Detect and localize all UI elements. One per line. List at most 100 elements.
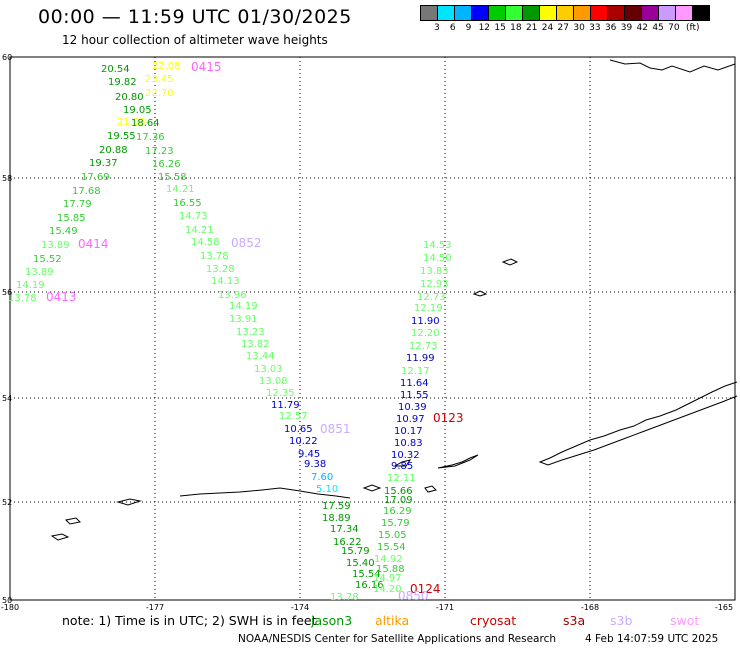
lon-label: -174	[291, 603, 309, 612]
swh-value: 15.88	[376, 564, 405, 575]
swh-value: 12.73	[409, 341, 438, 352]
swh-value: 14.92	[374, 554, 403, 565]
lat-label: 52	[2, 498, 12, 507]
swh-value: 13.08	[259, 376, 288, 387]
island-west-3	[116, 498, 142, 506]
mission-jason3: jason3	[311, 613, 353, 628]
swh-value: 17.59	[322, 501, 351, 512]
swh-value: 22.08	[152, 61, 181, 72]
swh-value: 14.50	[423, 253, 452, 264]
lon-label: -168	[581, 603, 599, 612]
page-title: 00:00 — 11:59 UTC 01/30/2025	[38, 6, 352, 28]
swh-value: 10.83	[394, 438, 423, 449]
scale-label: 9	[465, 23, 472, 33]
scale-label: 30	[573, 23, 585, 33]
swh-value: 20.54	[101, 64, 130, 75]
swh-value: 14.19	[16, 280, 45, 291]
swh-value: 15.52	[33, 254, 62, 265]
scale-label: 45	[652, 23, 664, 33]
swh-value: 12.20	[411, 328, 440, 339]
mission-swot: swot	[670, 613, 700, 628]
swh-value: 10.32	[391, 450, 420, 461]
swh-value: 10.17	[394, 426, 423, 437]
island-west-2	[64, 517, 82, 525]
swh-value: 16.55	[173, 198, 202, 209]
swh-value: 11.90	[411, 316, 440, 327]
swh-value: 17.69	[81, 172, 110, 183]
color-scale-legend: 3 6 9 12 15 18 21 24 27 30 33 36 39 42 45 70 (ft)	[420, 5, 710, 33]
scale-label: 18	[510, 23, 522, 33]
swh-value: 14.13	[211, 276, 240, 287]
lat-label: 50	[2, 596, 12, 605]
swh-value: 13.82	[241, 339, 270, 350]
scale-label: 21	[525, 23, 538, 33]
scale-label: 42	[636, 23, 648, 33]
island-small-1	[362, 484, 382, 492]
swh-value: 13.89	[25, 267, 54, 278]
scale-label: 24	[541, 23, 554, 33]
alaska-coast	[609, 59, 736, 73]
lon-label: -180	[1, 603, 19, 612]
swh-value: 12.93	[420, 279, 449, 290]
swh-value: 19.82	[108, 77, 137, 88]
swh-value: 12.73	[417, 292, 446, 303]
swh-value: 14.97	[373, 573, 402, 584]
swh-value: 14.58	[191, 237, 220, 248]
island-small-2	[501, 258, 519, 266]
swh-value: 17.68	[72, 186, 101, 197]
swh-value: 10.97	[396, 414, 425, 425]
scale-swatches	[420, 5, 710, 21]
swh-value: 15.54	[377, 542, 406, 553]
scale-label: 39	[620, 23, 633, 33]
swh-value: 10.39	[398, 402, 427, 413]
island-east	[437, 454, 479, 469]
swh-value: 15.79	[381, 518, 410, 529]
swh-value: 16.29	[383, 506, 412, 517]
swh-value: 13.03	[254, 364, 283, 375]
lon-label: -165	[715, 603, 733, 612]
swh-value: 14.73	[179, 211, 208, 222]
island-small-3	[472, 290, 488, 297]
scale-label: 3	[434, 23, 440, 33]
swh-value: 21.93	[117, 117, 146, 128]
swh-value: 13.44	[246, 351, 275, 362]
pass-time-label: 0852	[231, 236, 262, 250]
scale-label: 33	[589, 23, 601, 33]
swh-value: 14.19	[229, 301, 258, 312]
map-frame	[9, 56, 736, 601]
scale-label: 70	[668, 23, 680, 33]
swh-value: 13.91	[229, 314, 258, 325]
swh-value: 13.28	[206, 264, 235, 275]
swh-value: 12.17	[401, 366, 430, 377]
footer-note: note: 1) Time is in UTC; 2) SWH is in fe…	[62, 613, 317, 628]
lat-label: 58	[2, 174, 12, 183]
lat-label: 56	[2, 288, 12, 297]
generated-timestamp: 4 Feb 14:07:59 UTC 2025	[585, 633, 719, 645]
swh-value: 7.60	[311, 472, 333, 483]
swh-value: 12.11	[387, 473, 416, 484]
swh-value: 16.26	[152, 159, 181, 170]
swh-value: 15.49	[49, 226, 78, 237]
swh-value: 18.64	[131, 118, 160, 129]
swh-value: 11.64	[400, 378, 429, 389]
pass-time-label: 0850	[398, 589, 429, 603]
swh-value: 17.34	[330, 524, 359, 535]
swh-value: 13.89	[41, 240, 70, 251]
scale-label: 27	[557, 23, 569, 33]
swh-value: 23.45	[145, 74, 174, 85]
swh-value: 16.16	[355, 580, 384, 591]
swh-value: 14.53	[423, 240, 452, 251]
swh-value: 13.78	[330, 592, 359, 603]
mission-altika: altika	[375, 613, 410, 628]
swh-value: 19.55	[107, 131, 136, 142]
credit-line: NOAA/NESDIS Center for Satellite Applica…	[238, 633, 556, 645]
alaska-peninsula	[538, 381, 738, 466]
swh-value: 17.23	[145, 146, 174, 157]
swh-value: 22.70	[145, 88, 174, 99]
swh-value: 19.05	[123, 105, 152, 116]
swh-value: 17.36	[136, 132, 165, 143]
swh-value: 13.83	[420, 266, 449, 277]
swh-value: 10.22	[289, 436, 318, 447]
